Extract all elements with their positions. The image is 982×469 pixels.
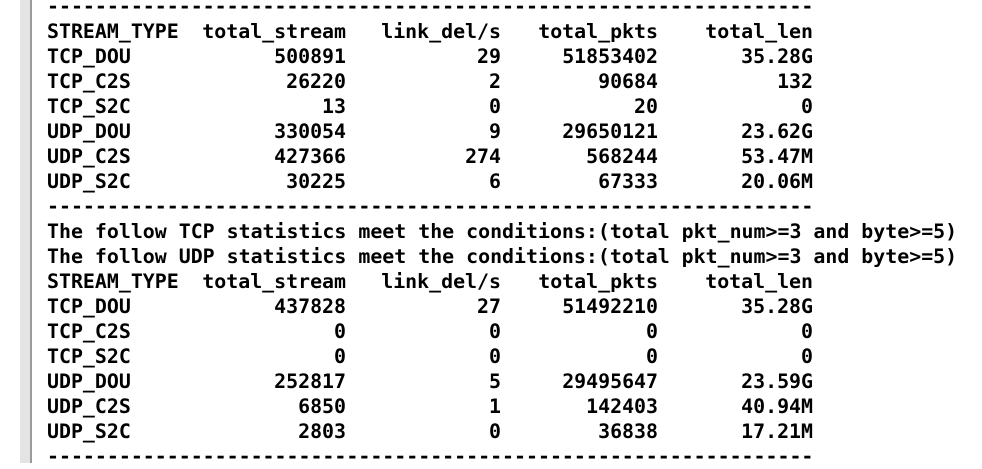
cell: 29495647 — [562, 369, 658, 393]
header-cell: total_pkts — [538, 19, 658, 43]
cell: 67333 — [598, 169, 658, 193]
cell: UDP_DOU — [47, 119, 131, 143]
cell: 274 — [465, 144, 501, 168]
separator: ----------------------------------------… — [47, 0, 814, 18]
cell: 5 — [489, 369, 501, 393]
cell: 40.94M — [741, 394, 813, 418]
header-cell: total_pkts — [538, 269, 658, 293]
cell: 6850 — [298, 394, 346, 418]
cell: UDP_DOU — [47, 369, 131, 393]
header-cell: STREAM_TYPE — [47, 19, 179, 43]
cell: 17.21M — [741, 419, 813, 443]
cell: 0 — [801, 319, 813, 343]
cell: 53.47M — [741, 144, 813, 168]
cell: 51853402 — [562, 44, 658, 68]
cell: 1 — [489, 394, 501, 418]
header-cell: STREAM_TYPE — [47, 269, 179, 293]
cell: 20 — [634, 94, 658, 118]
cell: 0 — [646, 319, 658, 343]
cell: TCP_DOU — [47, 294, 131, 318]
cell: 6 — [489, 169, 501, 193]
cell: 142403 — [586, 394, 658, 418]
cell: 29 — [477, 44, 501, 68]
cell: 13 — [322, 94, 346, 118]
cell: UDP_C2S — [47, 394, 131, 418]
header-cell: link_del/s — [381, 19, 501, 43]
condition-line: The follow UDP statistics meet the condi… — [47, 244, 958, 268]
cell: 0 — [334, 344, 346, 368]
header-cell: total_len — [705, 19, 813, 43]
cell: 132 — [777, 69, 813, 93]
condition-line: The follow TCP statistics meet the condi… — [47, 219, 958, 243]
cell: 29650121 — [562, 119, 658, 143]
cell: 90684 — [598, 69, 658, 93]
cell: 0 — [489, 419, 501, 443]
cell: 9 — [489, 119, 501, 143]
cell: TCP_C2S — [47, 69, 131, 93]
cell: UDP_S2C — [47, 419, 131, 443]
cell: TCP_C2S — [47, 319, 131, 343]
cell: 26220 — [286, 69, 346, 93]
cell: 427366 — [274, 144, 346, 168]
cell: TCP_S2C — [47, 94, 131, 118]
cell: 0 — [489, 344, 501, 368]
cell: 27 — [477, 294, 501, 318]
cell: 36838 — [598, 419, 658, 443]
cell: 30225 — [286, 169, 346, 193]
gutter — [20, 0, 32, 463]
cell: TCP_S2C — [47, 344, 131, 368]
cell: 2 — [489, 69, 501, 93]
cell: 0 — [334, 319, 346, 343]
cell: 0 — [801, 344, 813, 368]
header-cell: total_stream — [202, 269, 346, 293]
cell: 51492210 — [562, 294, 658, 318]
cell: 23.59G — [741, 369, 813, 393]
header-cell: total_stream — [202, 19, 346, 43]
cell: 2803 — [298, 419, 346, 443]
cell: UDP_C2S — [47, 144, 131, 168]
header-cell: link_del/s — [381, 269, 501, 293]
cell: 330054 — [274, 119, 346, 143]
cell: 20.06M — [741, 169, 813, 193]
cell: 500891 — [274, 44, 346, 68]
separator: ----------------------------------------… — [47, 444, 814, 468]
header-cell: total_len — [705, 269, 813, 293]
cell: 568244 — [586, 144, 658, 168]
cell: 252817 — [274, 369, 346, 393]
cell: 35.28G — [741, 294, 813, 318]
separator: ----------------------------------------… — [47, 194, 814, 218]
cell: 0 — [801, 94, 813, 118]
cell: 0 — [646, 344, 658, 368]
cell: 0 — [489, 94, 501, 118]
cell: 437828 — [274, 294, 346, 318]
cell: 23.62G — [741, 119, 813, 143]
cell: 0 — [489, 319, 501, 343]
cell: 35.28G — [741, 44, 813, 68]
cell: UDP_S2C — [47, 169, 131, 193]
cell: TCP_DOU — [47, 44, 131, 68]
